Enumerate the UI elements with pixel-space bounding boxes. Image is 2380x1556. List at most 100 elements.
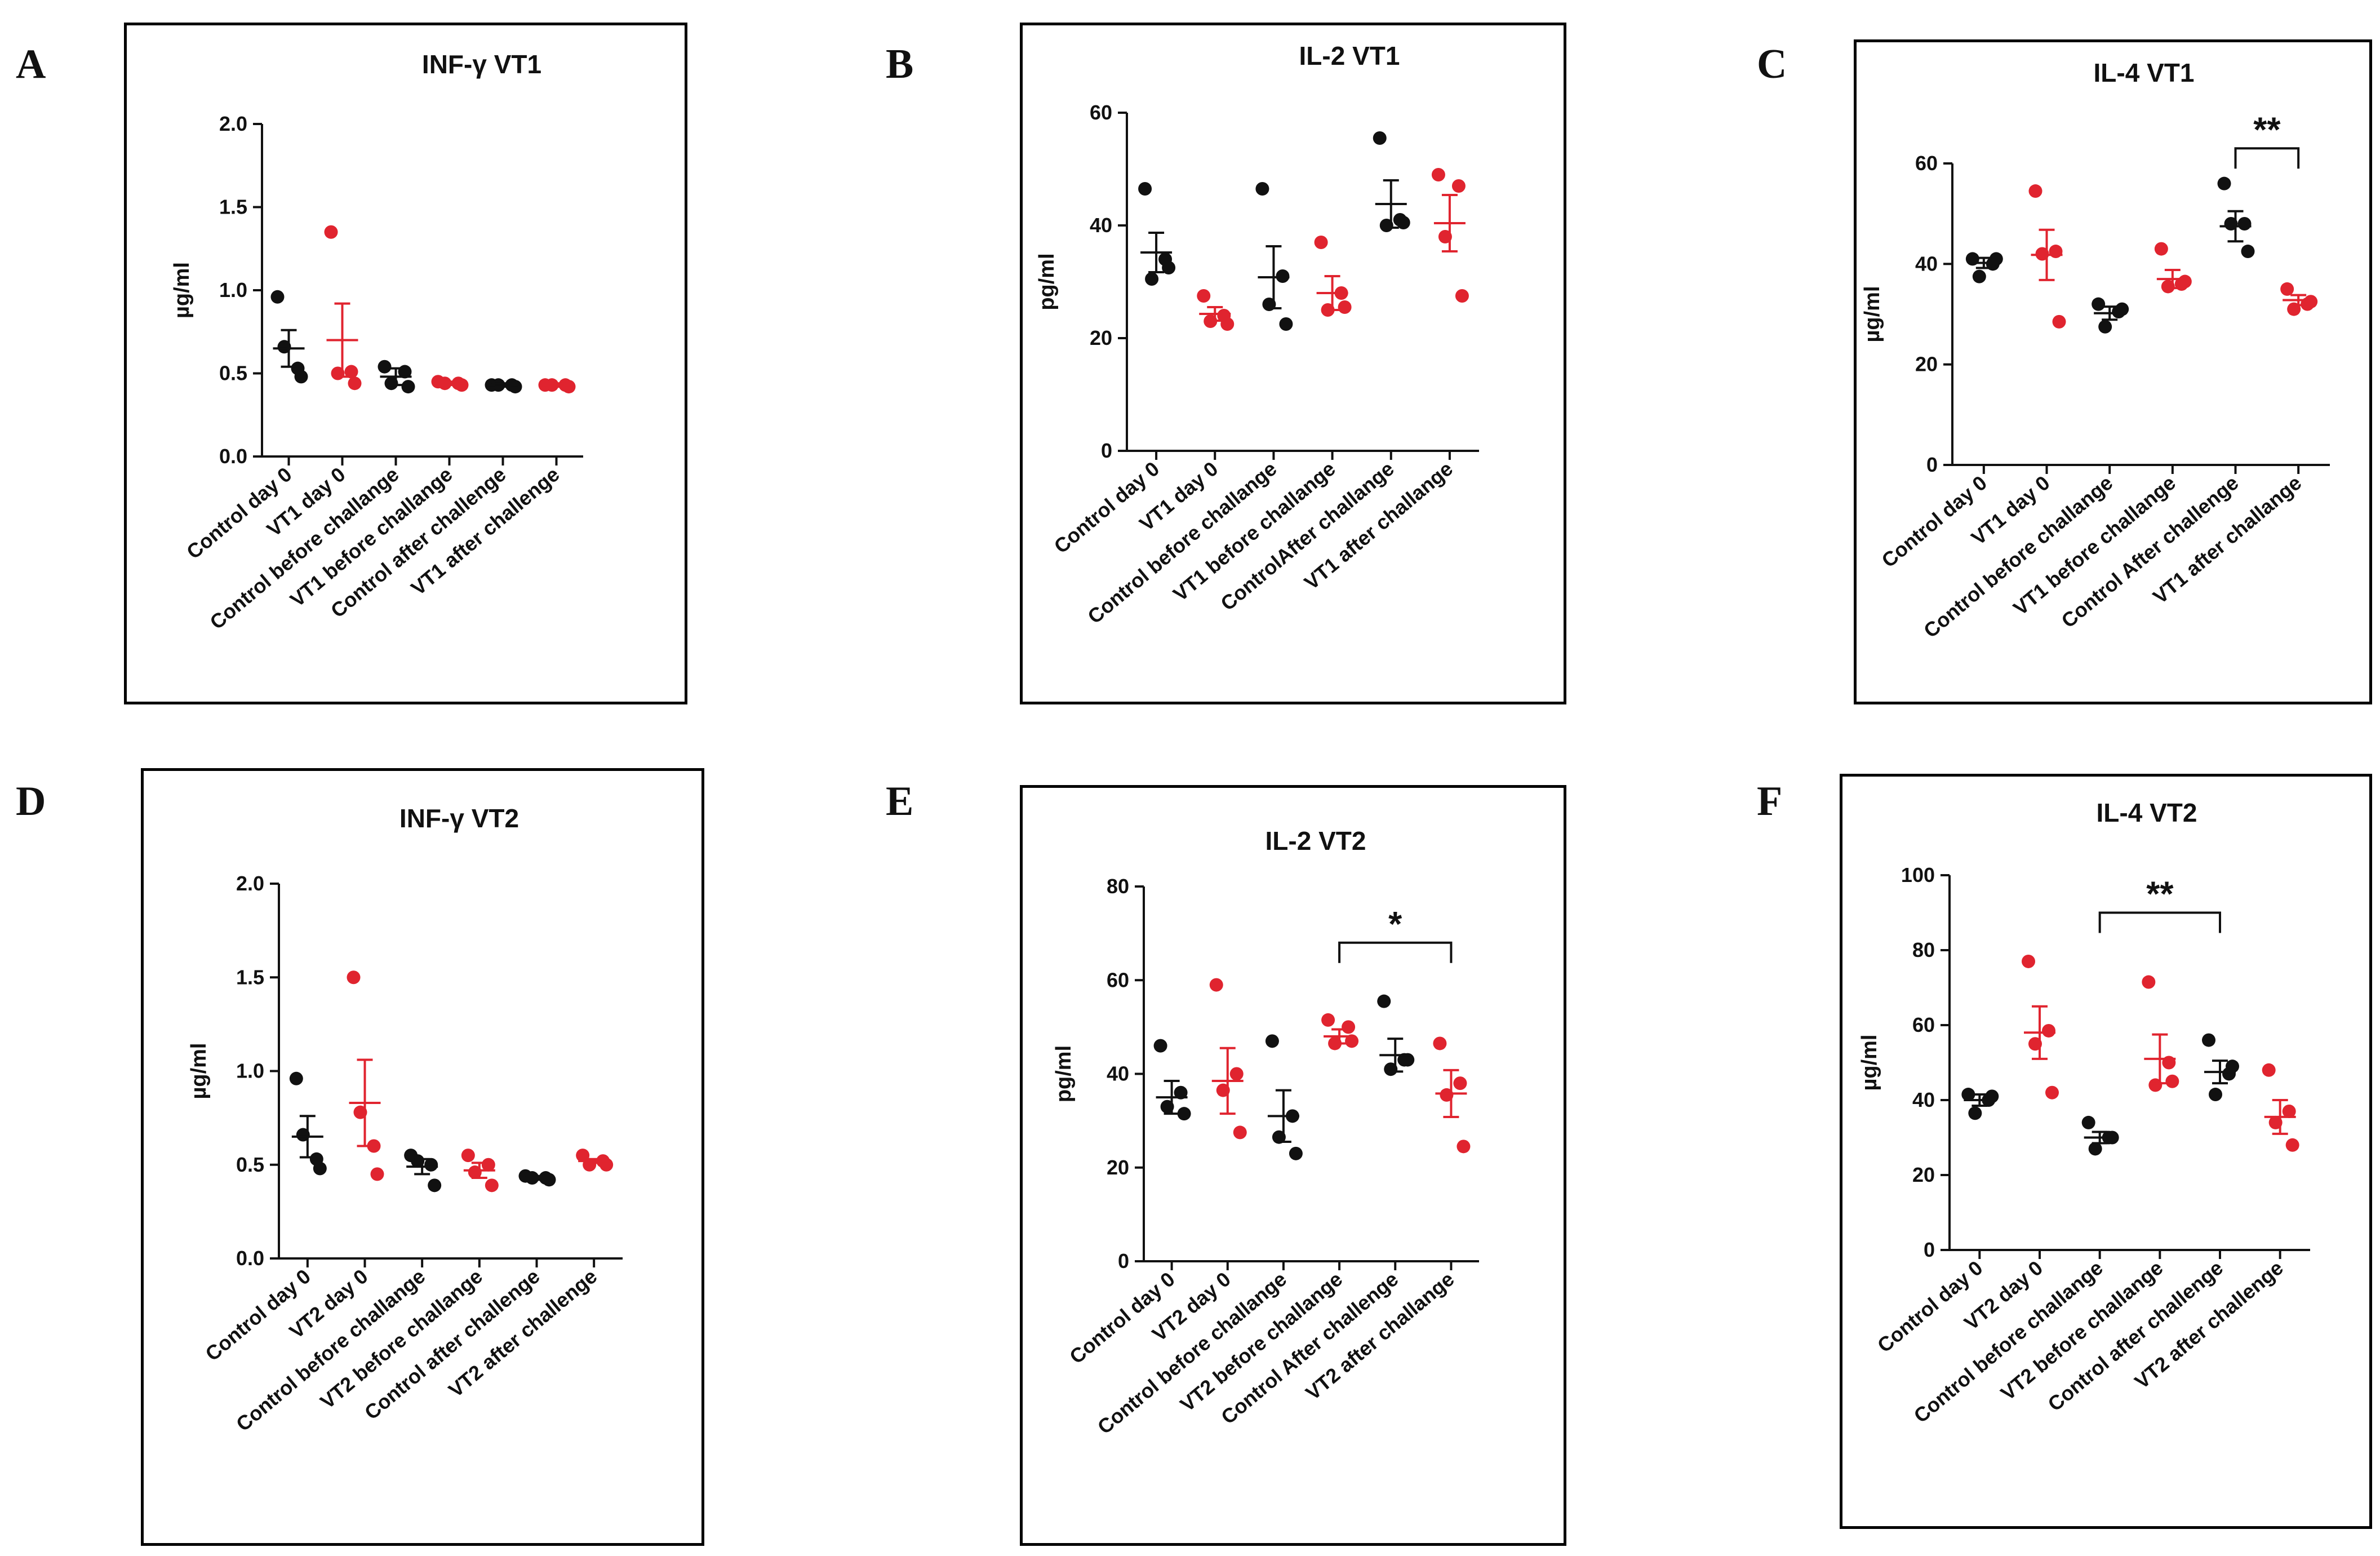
data-point — [1279, 317, 1293, 331]
data-point — [289, 1071, 303, 1085]
panel-c-frame: IL-4 VT1 0 20 40 60 µg/ml Control day 0 VT1 day… — [1854, 39, 2372, 704]
data-point — [367, 1139, 381, 1153]
data-point — [1972, 269, 1986, 283]
data-point — [428, 1178, 442, 1193]
y-tick-label: 0 — [1118, 1249, 1129, 1273]
y-tick-label: 60 — [1090, 101, 1112, 124]
data-point — [2022, 954, 2035, 968]
y-tick-label: 20 — [1912, 1163, 1935, 1186]
data-point — [2052, 314, 2066, 329]
data-point — [1229, 1067, 1244, 1081]
y-tick-label: 1.0 — [219, 278, 247, 302]
data-point — [508, 380, 522, 394]
data-point — [562, 380, 576, 394]
data-point — [1453, 1076, 1467, 1090]
data-point — [2280, 282, 2294, 296]
data-point — [1338, 300, 1352, 314]
data-point — [481, 1158, 495, 1172]
data-point — [324, 225, 338, 239]
data-point — [2088, 1142, 2102, 1156]
y-tick-label: 1.5 — [236, 965, 264, 988]
data-point — [1197, 289, 1211, 303]
data-point — [1209, 978, 1223, 992]
data-point — [2042, 1023, 2055, 1038]
panel-letter-d: D — [16, 778, 46, 824]
data-point — [411, 1154, 425, 1168]
y-tick-label: 0 — [1926, 453, 1938, 476]
y-tick-label: 1.0 — [236, 1060, 264, 1083]
data-point — [270, 290, 285, 304]
y-axis-label: µg/ml — [187, 1043, 211, 1099]
data-point — [378, 360, 392, 374]
data-point — [2237, 217, 2252, 230]
data-point — [2226, 1060, 2239, 1074]
data-point — [1220, 317, 1235, 331]
data-point — [1233, 1125, 1247, 1140]
panel-letter-e: E — [886, 778, 914, 824]
y-tick-label: 0 — [1101, 439, 1112, 462]
data-point — [2178, 274, 2192, 289]
y-tick-label: 60 — [1915, 152, 1938, 175]
y-axis-label: µg/ml — [170, 262, 194, 318]
data-point — [2098, 320, 2112, 334]
chart-title: IL-2 VT1 — [1299, 41, 1400, 70]
data-point — [313, 1162, 327, 1176]
y-tick-label: 0.5 — [219, 362, 247, 385]
data-point — [1345, 1034, 1359, 1048]
significance-label: ** — [2146, 875, 2174, 914]
data-point — [1265, 1034, 1279, 1048]
data-point — [1457, 1140, 1471, 1154]
data-point — [1433, 1036, 1447, 1050]
data-point — [1451, 179, 1466, 193]
data-point — [1255, 182, 1269, 196]
data-point — [542, 1173, 556, 1187]
y-tick-label: 0.0 — [219, 445, 247, 468]
y-tick-label: 40 — [1107, 1062, 1129, 1085]
data-point — [1314, 236, 1328, 249]
data-point — [1162, 261, 1176, 274]
data-point — [1396, 216, 1410, 229]
data-point — [2092, 297, 2106, 311]
y-tick-label: 20 — [1090, 326, 1112, 349]
chart-title: INF-γ VT2 — [399, 804, 519, 833]
y-axis-label: pg/ml — [1052, 1045, 1076, 1102]
y-tick-label: 0.0 — [236, 1247, 264, 1270]
panel-d-frame: INF-γ VT2 0.0 0.5 1.0 1.5 2.0 µg/ml Control day… — [141, 768, 704, 1546]
significance-bracket — [2234, 147, 2300, 169]
data-point — [294, 370, 308, 384]
data-point — [1177, 1107, 1191, 1121]
data-point — [1160, 1100, 1174, 1114]
y-tick-label: 20 — [1107, 1156, 1129, 1179]
data-point — [1455, 289, 1469, 303]
panel-letter-b: B — [886, 41, 914, 87]
panel-a-frame: INF-γ VT1 0.0 0.5 1.0 1.5 2.0 µg/ml Control day… — [124, 23, 687, 704]
y-axis-label: pg/ml — [1035, 253, 1059, 310]
data-point — [1174, 1085, 1188, 1100]
y-tick-label: 40 — [1915, 252, 1938, 275]
data-point — [2262, 1063, 2276, 1077]
y-tick-label: 2.0 — [236, 872, 264, 895]
y-tick-label: 60 — [1107, 968, 1129, 991]
data-point — [1321, 1013, 1335, 1027]
significance-label: ** — [2253, 110, 2281, 149]
data-point — [2202, 1033, 2215, 1047]
data-point — [2161, 280, 2175, 294]
data-point — [485, 1178, 499, 1193]
y-tick-label: 20 — [1915, 353, 1938, 376]
panel-letter-f: F — [1757, 778, 1783, 824]
y-tick-label: 40 — [1912, 1088, 1935, 1111]
data-point — [1342, 1020, 1356, 1034]
x-tick-label: Control day 0 — [1877, 471, 1991, 572]
data-point — [1145, 272, 1159, 286]
data-point — [424, 1158, 438, 1172]
y-tick-label: 1.5 — [219, 196, 247, 219]
data-point — [2285, 1138, 2299, 1152]
y-axis-label: µg/ml — [1861, 286, 1884, 342]
data-point — [344, 365, 358, 379]
